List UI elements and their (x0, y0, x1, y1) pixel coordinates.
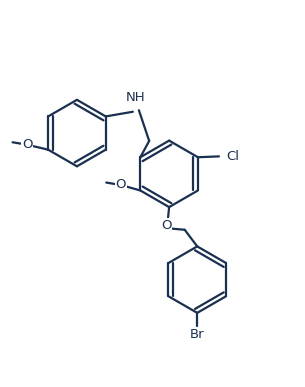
Text: Cl: Cl (227, 150, 239, 163)
Text: O: O (116, 178, 126, 192)
Text: Br: Br (190, 328, 205, 341)
Text: NH: NH (126, 91, 146, 104)
Text: O: O (161, 219, 171, 232)
Text: O: O (22, 138, 32, 151)
